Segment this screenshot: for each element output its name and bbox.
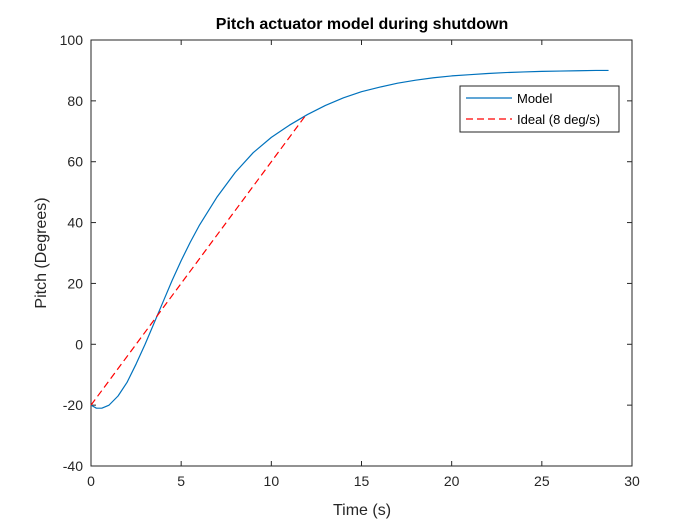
y-tick-label: 20 bbox=[67, 275, 83, 291]
y-tick-label: 80 bbox=[67, 93, 83, 109]
x-tick-label: 15 bbox=[354, 473, 370, 489]
legend-label-ideal: Ideal (8 deg/s) bbox=[517, 112, 600, 127]
y-tick-label: 0 bbox=[75, 336, 83, 352]
y-tick-label: 100 bbox=[60, 32, 84, 48]
y-tick-label: -40 bbox=[63, 458, 83, 474]
x-tick-label: 30 bbox=[624, 473, 640, 489]
legend: Model Ideal (8 deg/s) bbox=[459, 85, 620, 133]
chart-title: Pitch actuator model during shutdown bbox=[216, 16, 508, 33]
series-lines bbox=[90, 69, 609, 409]
y-tick-label: -20 bbox=[63, 397, 83, 413]
series-line-ideal bbox=[90, 115, 307, 406]
legend-label-model: Model bbox=[517, 91, 553, 106]
axis-ticks: 0 5 10 15 20 25 30 -40 -20 0 20 40 60 80 100 bbox=[60, 32, 640, 489]
y-tick-label: 40 bbox=[67, 215, 83, 231]
y-tick-label: 60 bbox=[67, 154, 83, 170]
x-tick-label: 0 bbox=[87, 473, 95, 489]
x-tick-label: 25 bbox=[534, 473, 550, 489]
x-tick-label: 10 bbox=[264, 473, 280, 489]
x-axis-label: Time (s) bbox=[333, 502, 391, 519]
x-tick-label: 20 bbox=[444, 473, 460, 489]
y-axis-label: Pitch (Degrees) bbox=[33, 197, 50, 308]
series-line-model bbox=[90, 69, 609, 409]
x-tick-label: 5 bbox=[177, 473, 185, 489]
legend-box bbox=[459, 85, 620, 133]
